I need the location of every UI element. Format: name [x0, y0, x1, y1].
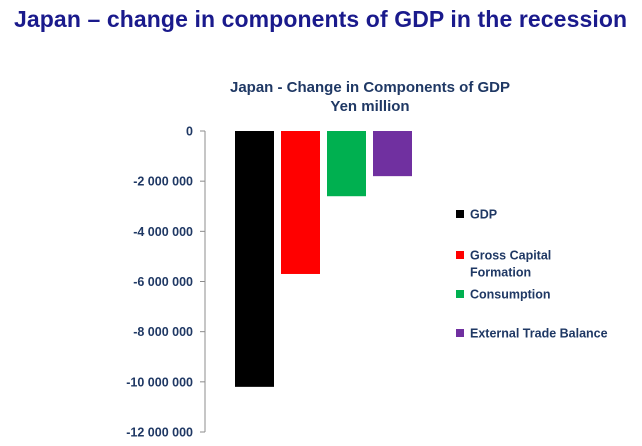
bars: [235, 131, 412, 387]
legend-label: External Trade Balance: [470, 327, 608, 341]
y-axis: 0 -2 000 000 -4 000 000 -6 000 000 -8 000 00…: [126, 125, 206, 440]
chart-title: Japan - Change in Components of GDP Yen m…: [230, 79, 510, 115]
y-tick-label: -8 000 000: [133, 325, 193, 339]
bar-gross-capital-formation: [281, 131, 320, 274]
legend: GDP Gross Capital Formation Consumption Exte…: [456, 208, 608, 341]
bar-consumption: [327, 131, 366, 197]
legend-label: Consumption: [470, 288, 551, 302]
bar-gdp: [235, 131, 274, 387]
y-tick-label: -12 000 000: [126, 426, 193, 440]
y-tick-label: -10 000 000: [126, 375, 193, 389]
y-tick-label: -6 000 000: [133, 275, 193, 289]
bar-external-trade-balance: [373, 131, 412, 177]
chart-title-line: Japan - Change in Components of GDP: [230, 79, 510, 96]
legend-label: Gross Capital: [470, 249, 551, 263]
legend-swatch: [456, 210, 464, 218]
y-tick-label: -4 000 000: [133, 225, 193, 239]
legend-swatch: [456, 251, 464, 259]
legend-swatch: [456, 329, 464, 337]
slide-title: Japan – change in components of GDP in t…: [14, 6, 628, 32]
legend-label: GDP: [470, 208, 497, 222]
legend-label: Formation: [470, 266, 531, 280]
y-tick-label: 0: [186, 125, 193, 139]
chart-title-line: Yen million: [330, 98, 409, 115]
y-tick-label: -2 000 000: [133, 175, 193, 189]
legend-swatch: [456, 290, 464, 298]
